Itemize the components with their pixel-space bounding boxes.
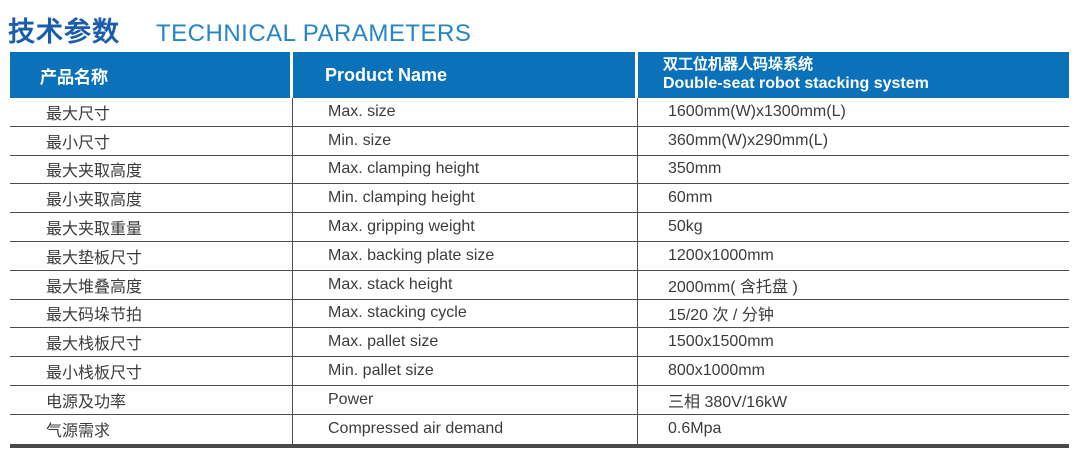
table-row: 最大夹取重量 Max. gripping weight 50kg — [10, 213, 1069, 242]
param-value-cell: 800x1000mm — [668, 362, 765, 380]
param-name-zh-cell: 最大栈板尺寸 — [10, 328, 293, 357]
table-body: 最大尺寸 Max. size 1600mm(W)x1300mm(L) 最小尺寸 … — [10, 98, 1069, 444]
param-name-en-cell: Compressed air demand — [293, 414, 638, 444]
header-product-name-zh-label: 产品名称 — [40, 67, 108, 87]
param-name-en-cell: Min. pallet size — [293, 357, 638, 385]
param-name-en-cell: Max. gripping weight — [293, 213, 638, 241]
param-value-cell: 15/20 次 / 分钟 — [668, 307, 774, 325]
param-value-cell: 360mm(W)x290mm(L) — [668, 131, 829, 149]
table-row: 最大夹取高度 Max. clamping height 350mm — [10, 155, 1069, 185]
param-value-cell: 1200x1000mm — [668, 246, 774, 264]
page-title-zh: 技术参数 — [8, 17, 120, 47]
table-header-row: 产品名称 Product Name 双工位机器人码垛系统 Double-seat… — [10, 52, 1069, 98]
table-row: 气源需求 Compressed air demand 0.6Mpa — [10, 414, 1069, 444]
param-name-zh-cell: 最大尺寸 — [10, 98, 293, 126]
param-value-cell: 1500x1500mm — [668, 333, 774, 351]
table-row: 最大尺寸 Max. size 1600mm(W)x1300mm(L) — [10, 98, 1069, 127]
table-row: 最大栈板尺寸 Max. pallet size 1500x1500mm — [10, 328, 1069, 358]
table-row: 电源及功率 Power 三相 380V/16kW — [10, 385, 1069, 415]
technical-parameters-table: 产品名称 Product Name 双工位机器人码垛系统 Double-seat… — [10, 52, 1069, 448]
param-name-en-cell: Max. stack height — [293, 270, 638, 299]
param-value-cell: 2000mm( 含托盘 ) — [668, 278, 798, 296]
table-row: 最大码垛节拍 Max. stacking cycle 15/20 次 / 分钟 — [10, 299, 1069, 329]
param-value-cell: 0.6Mpa — [668, 420, 722, 438]
header-product-model-zh: 双工位机器人码垛系统 — [663, 55, 814, 73]
header-product-model: 双工位机器人码垛系统 Double-seat robot stacking sy… — [638, 52, 1069, 98]
param-name-en-cell: Max. stacking cycle — [293, 299, 638, 328]
param-name-zh-cell: 最大夹取重量 — [10, 213, 293, 241]
param-name-zh-cell: 最大夹取高度 — [10, 155, 293, 184]
table-row: 最小栈板尺寸 Min. pallet size 800x1000mm — [10, 357, 1069, 386]
param-name-zh-cell: 最大垫板尺寸 — [10, 241, 293, 270]
param-name-zh-cell: 电源及功率 — [10, 385, 293, 414]
param-name-zh-cell: 最大堆叠高度 — [10, 270, 293, 299]
param-name-zh-cell: 最小栈板尺寸 — [10, 357, 293, 385]
param-name-zh-cell: 最大码垛节拍 — [10, 299, 293, 328]
param-value-cell: 三相 380V/16kW — [668, 393, 788, 411]
header-product-name-en-label: Product Name — [325, 64, 448, 85]
header-product-name-zh: 产品名称 — [10, 52, 293, 98]
header-product-model-en: Double-seat robot stacking system — [663, 75, 929, 93]
param-name-en-cell: Max. size — [293, 98, 638, 126]
param-name-en-cell: Power — [293, 385, 638, 414]
page-title-en: TECHNICAL PARAMETERS — [156, 20, 472, 47]
param-name-en-cell: Min. size — [293, 126, 638, 155]
param-value-cell: 1600mm(W)x1300mm(L) — [668, 102, 846, 120]
table-row: 最小夹取高度 Min. clamping height 60mm — [10, 184, 1069, 214]
table-row: 最小尺寸 Min. size 360mm(W)x290mm(L) — [10, 126, 1069, 156]
header-product-name-en: Product Name — [293, 52, 638, 98]
param-name-zh-cell: 最小尺寸 — [10, 126, 293, 155]
table-row: 最大堆叠高度 Max. stack height 2000mm( 含托盘 ) — [10, 270, 1069, 300]
param-name-en-cell: Max. backing plate size — [293, 241, 638, 270]
param-value-cell: 350mm — [668, 160, 722, 178]
table-row: 最大垫板尺寸 Max. backing plate size 1200x1000… — [10, 241, 1069, 271]
param-value-cell: 60mm — [668, 189, 713, 207]
param-name-zh-cell: 气源需求 — [10, 414, 293, 444]
param-value-cell: 50kg — [668, 218, 703, 236]
param-name-zh-cell: 最小夹取高度 — [10, 184, 293, 213]
param-name-en-cell: Max. clamping height — [293, 155, 638, 184]
param-name-en-cell: Min. clamping height — [293, 184, 638, 213]
param-name-en-cell: Max. pallet size — [293, 328, 638, 357]
page-title: 技术参数 TECHNICAL PARAMETERS — [8, 10, 471, 49]
